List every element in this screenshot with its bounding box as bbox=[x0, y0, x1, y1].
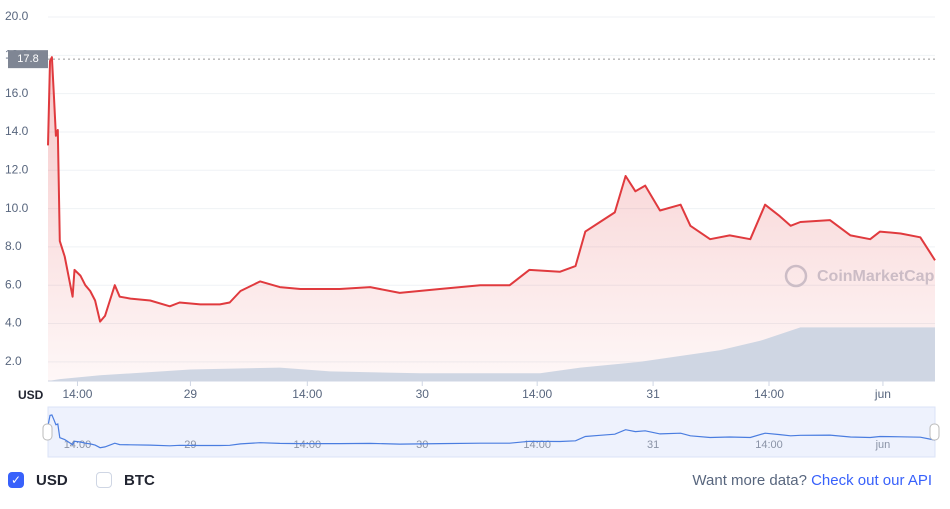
current-price-badge bbox=[8, 50, 48, 69]
navigator-tick-label: 14:00 bbox=[294, 439, 322, 451]
x-tick-label: 14:00 bbox=[62, 387, 92, 401]
x-tick-label: 29 bbox=[184, 387, 198, 401]
y-tick-label: 6.0 bbox=[5, 277, 22, 291]
y-tick-label: 14.0 bbox=[5, 124, 29, 138]
navigator-series: 14:00 29 14:00 30 14:00 31 14:00 jun bbox=[47, 414, 936, 451]
y-tick-label: 4.0 bbox=[5, 316, 22, 330]
y-tick-label: 8.0 bbox=[5, 239, 22, 253]
navigator-tick-label: jun bbox=[875, 439, 891, 451]
y-axis-label: USD bbox=[18, 388, 44, 402]
y-tick-label: 20.0 bbox=[5, 9, 29, 23]
api-link[interactable]: Check out our API bbox=[811, 471, 932, 489]
x-tick-label: jun bbox=[874, 387, 891, 401]
y-tick-label: 10.0 bbox=[5, 201, 29, 215]
current-price-label: 17.8 bbox=[17, 53, 38, 65]
volume-area bbox=[48, 327, 935, 381]
price-line bbox=[47, 56, 936, 323]
navigator-handle[interactable] bbox=[42, 423, 53, 441]
price-area bbox=[48, 57, 935, 381]
control-usd[interactable]: ✓ USD bbox=[8, 468, 68, 492]
plot: 17.8 bbox=[8, 50, 936, 381]
navigator-handle[interactable] bbox=[929, 423, 940, 441]
checkbox[interactable]: ✓ bbox=[8, 472, 24, 488]
x-tick-label: 14:00 bbox=[292, 387, 322, 401]
x-tick-label: 14:00 bbox=[754, 387, 784, 401]
navigator-tick-label: 14:00 bbox=[64, 439, 92, 451]
x-tick-label: 14:00 bbox=[522, 387, 552, 401]
control-btc[interactable]: BTC bbox=[96, 468, 155, 492]
navigator-tick-label: 30 bbox=[416, 439, 428, 451]
control-label: USD bbox=[36, 471, 68, 489]
footer: Want more data? Check out our API bbox=[692, 468, 932, 492]
navigator-tick-label: 14:00 bbox=[523, 439, 551, 451]
y-tick-label: 16.0 bbox=[5, 86, 29, 100]
navigator[interactable] bbox=[47, 406, 936, 458]
footer-text: Want more data? bbox=[692, 471, 807, 489]
navigator-tick-label: 14:00 bbox=[755, 439, 783, 451]
chart: 2.04.06.08.010.012.014.016.018.020.014:0… bbox=[5, 9, 940, 458]
y-tick-label: 2.0 bbox=[5, 354, 22, 368]
x-tick-label: 30 bbox=[416, 387, 430, 401]
navigator-tick-label: 31 bbox=[647, 439, 659, 451]
navigator-line bbox=[47, 414, 936, 449]
checkbox[interactable] bbox=[96, 472, 112, 488]
y-tick-label: 12.0 bbox=[5, 162, 29, 176]
control-label: BTC bbox=[124, 471, 155, 489]
x-tick-label: 31 bbox=[646, 387, 660, 401]
